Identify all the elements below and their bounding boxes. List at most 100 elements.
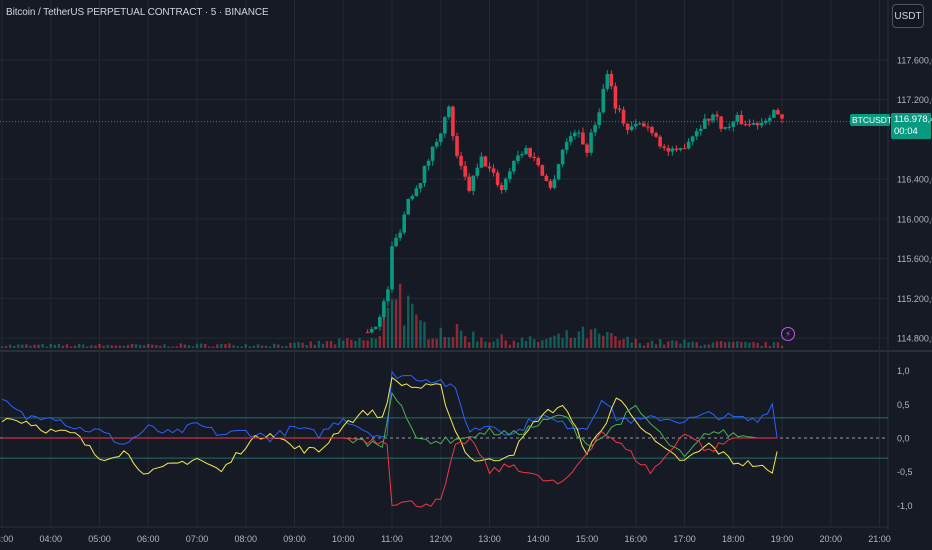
candle-body xyxy=(447,106,451,118)
price-tick-label: 116.000,0 xyxy=(897,214,932,224)
volume-bar xyxy=(427,339,430,348)
volume-bar xyxy=(134,344,138,348)
volume-bar xyxy=(732,341,735,348)
volume-bar xyxy=(630,342,633,348)
volume-bar xyxy=(167,346,170,348)
volume-bar xyxy=(191,346,195,348)
time-tick-label: 13:00 xyxy=(478,534,501,544)
volume-bar xyxy=(553,335,556,348)
candle-body xyxy=(686,141,691,149)
osc-tick-label: -1,0 xyxy=(897,501,913,511)
candle-body xyxy=(508,171,512,179)
volume-bar xyxy=(496,338,499,348)
volume-bar xyxy=(354,340,357,348)
flash-icon[interactable]: ⚡ xyxy=(781,327,795,341)
candle-body xyxy=(386,289,390,302)
candle-body xyxy=(373,326,378,330)
candle-body xyxy=(573,132,577,137)
volume-bar xyxy=(626,336,629,348)
time-tick-label: 21:00 xyxy=(868,534,891,544)
volume-bar xyxy=(618,340,621,348)
volume-bar xyxy=(268,346,272,348)
volume-bar xyxy=(667,341,670,348)
volume-bar xyxy=(638,343,642,348)
volume-bar xyxy=(175,346,178,348)
time-tick-label: 05:00 xyxy=(88,534,111,544)
volume-bar xyxy=(337,338,341,348)
volume-bar xyxy=(492,341,495,348)
candle-body xyxy=(613,86,618,109)
candle-body xyxy=(528,148,532,157)
volume-bar xyxy=(756,342,759,348)
volume-bar xyxy=(61,345,65,348)
volume-bar xyxy=(764,341,767,348)
candle-body xyxy=(524,148,528,155)
osc-tick-label: 0,0 xyxy=(897,434,910,444)
candle-body xyxy=(369,329,374,333)
candle-body xyxy=(378,317,382,327)
volume-bar xyxy=(398,283,402,348)
candle-body xyxy=(609,73,614,87)
candle-body xyxy=(577,132,581,134)
volume-bar xyxy=(4,345,8,348)
volume-bar xyxy=(325,341,329,348)
candle-body xyxy=(487,166,492,169)
time-tick-label: 16:00 xyxy=(624,534,647,544)
volume-bar xyxy=(455,324,459,348)
volume-bar xyxy=(220,343,223,348)
volume-bar xyxy=(256,344,260,348)
volume-bar xyxy=(114,345,117,348)
volume-bar xyxy=(313,344,317,348)
price-tick-label: 114.800,0 xyxy=(897,334,932,344)
volume-bar xyxy=(333,344,337,348)
currency-button[interactable]: USDT xyxy=(892,4,924,28)
volume-bar xyxy=(646,342,650,348)
volume-bar xyxy=(597,333,601,348)
volume-bar xyxy=(585,338,589,348)
candle-body xyxy=(544,175,549,181)
volume-bar xyxy=(305,345,308,348)
candle-body xyxy=(662,146,666,149)
candlesticks xyxy=(0,70,888,334)
time-tick-label: 18:00 xyxy=(722,534,745,544)
candle-body xyxy=(491,168,496,173)
chart-title: Bitcoin / TetherUS PERPETUAL CONTRACT · … xyxy=(6,7,269,18)
volume-bar xyxy=(606,332,609,348)
candle-body xyxy=(532,156,536,158)
candle-body xyxy=(503,178,508,191)
volume-bar xyxy=(727,341,731,348)
volume-bar xyxy=(317,340,321,348)
volume-bar xyxy=(683,339,686,348)
volume-bar xyxy=(378,336,382,348)
volume-bar xyxy=(65,344,69,348)
volume-bar xyxy=(57,343,61,348)
candle-body xyxy=(698,128,703,132)
volume-bar xyxy=(212,346,215,348)
volume-bar xyxy=(772,342,776,348)
volume-bar xyxy=(297,341,300,348)
candle-body xyxy=(650,127,654,134)
volume-bar xyxy=(528,336,532,348)
candle-body xyxy=(605,73,610,89)
volume-bar xyxy=(138,344,142,348)
volume-bar xyxy=(699,345,702,348)
volume-bar xyxy=(593,328,597,348)
volume-bar xyxy=(760,345,763,348)
time-tick-label: 09:00 xyxy=(283,534,306,544)
volume-bar xyxy=(195,343,199,348)
volume-bar xyxy=(691,341,694,348)
candle-body xyxy=(406,198,411,215)
volume-bar xyxy=(634,338,637,348)
volume-bar xyxy=(744,341,747,348)
candle-body xyxy=(638,123,642,125)
volume-bar xyxy=(748,342,751,348)
candle-body xyxy=(512,160,516,172)
volume-bar xyxy=(443,337,447,348)
time-tick-label: 10:00 xyxy=(332,534,355,544)
volume-bar xyxy=(711,342,715,348)
candle-body xyxy=(723,127,727,129)
candle-body xyxy=(467,176,471,191)
volume-bar xyxy=(516,342,520,348)
volume-bar xyxy=(53,344,57,348)
